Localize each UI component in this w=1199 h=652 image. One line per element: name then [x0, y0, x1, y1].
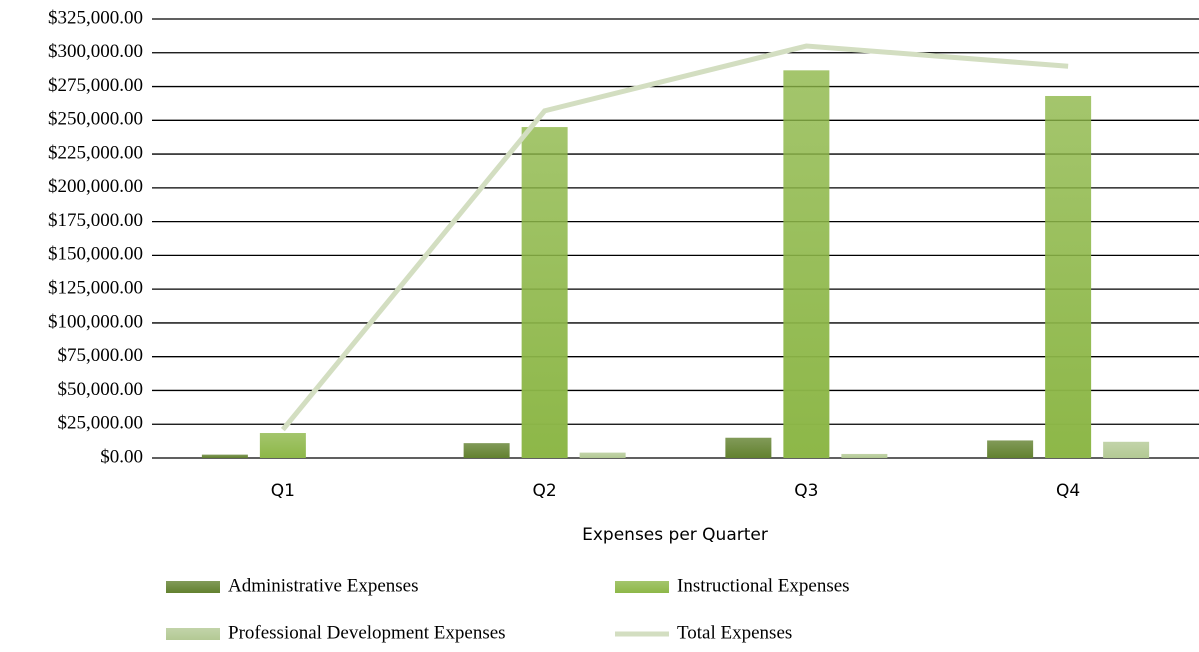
bar: [579, 452, 626, 458]
y-tick-label: $200,000.00: [48, 176, 143, 197]
bar: [841, 453, 888, 458]
legend-swatch: [166, 628, 220, 640]
y-tick-label: $25,000.00: [58, 413, 144, 434]
y-tick-label: $300,000.00: [48, 41, 143, 62]
line: [280, 43, 1069, 432]
y-tick-label: $175,000.00: [48, 210, 143, 231]
y-tick-label: $125,000.00: [48, 278, 143, 299]
x-tick-label: Q2: [533, 481, 557, 501]
legend-swatch: [166, 581, 220, 593]
y-tick-label: $150,000.00: [48, 244, 143, 265]
y-tick-label: $0.00: [100, 446, 143, 467]
bar: [201, 454, 248, 458]
legend-label: Professional Development Expenses: [228, 622, 506, 643]
y-tick-label: $75,000.00: [58, 345, 144, 366]
bar: [987, 440, 1034, 458]
legend-label: Instructional Expenses: [677, 575, 850, 596]
x-tick-label: Q4: [1056, 481, 1080, 501]
legend-label: Total Expenses: [677, 622, 792, 643]
x-axis-title: Expenses per Quarter: [582, 525, 768, 545]
y-tick-label: $275,000.00: [48, 75, 143, 96]
legend-label: Administrative Expenses: [228, 575, 419, 596]
y-tick-label: $100,000.00: [48, 311, 143, 332]
y-tick-label: $225,000.00: [48, 142, 143, 163]
legend-swatch: [615, 581, 669, 593]
x-tick-label: Q3: [794, 481, 818, 501]
x-tick-label: Q1: [271, 481, 295, 501]
y-tick-label: $250,000.00: [48, 109, 143, 130]
y-tick-label: $325,000.00: [48, 7, 143, 28]
bar: [783, 70, 830, 459]
y-tick-label: $50,000.00: [58, 379, 144, 400]
bar: [1103, 441, 1150, 458]
bar: [725, 437, 772, 458]
bar: [259, 433, 306, 458]
bar: [521, 127, 568, 459]
bar: [463, 443, 510, 458]
bar: [1045, 95, 1092, 459]
